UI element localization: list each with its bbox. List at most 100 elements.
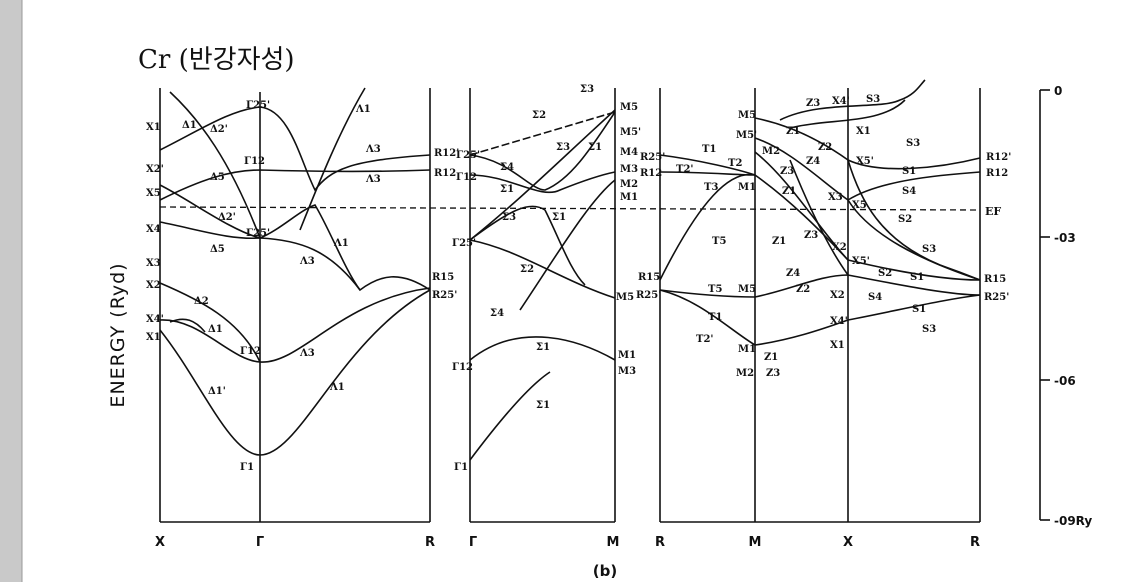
band-label: M2 [736, 368, 754, 379]
band-label: Σ4 [490, 308, 504, 319]
k-point-label: R [655, 535, 665, 550]
band-label: R12' [434, 148, 459, 159]
band-label: T1 [702, 144, 716, 155]
band-label: Σ1 [536, 342, 550, 353]
title: Cr (반강자성) [138, 45, 295, 75]
band-label: Z2 [796, 284, 810, 295]
band-label: M1 [738, 182, 756, 193]
band-label: T2' [696, 334, 713, 345]
band-label: S3 [866, 94, 880, 105]
band-label: X1 [856, 126, 871, 137]
band-label: Σ1 [536, 400, 550, 411]
band-label: Γ1 [454, 462, 468, 473]
band-label: Z1 [764, 352, 778, 363]
band-label: M5 [738, 284, 756, 295]
k-point-label: M [749, 535, 762, 550]
band-label: R12 [434, 168, 456, 179]
k-point-label: R [425, 535, 435, 550]
band-label: T2 [728, 158, 742, 169]
band-label: Γ25' [452, 238, 476, 249]
k-point-label: Γ [256, 535, 264, 550]
band-label: S2 [878, 268, 892, 279]
band-label: M2 [620, 179, 638, 190]
band-label: Z1 [772, 236, 786, 247]
band-label: Λ3 [299, 348, 315, 359]
band-label: X1 [146, 332, 161, 343]
bands-panel-1 [159, 87, 431, 456]
band-label: R15 [984, 274, 1006, 285]
band-label: X5 [852, 200, 867, 211]
band-label: X2 [830, 290, 845, 301]
k-point-label: X [155, 535, 165, 550]
band-label: R25' [636, 290, 661, 301]
energy-tick-label: -09Ry [1054, 514, 1092, 528]
band-label: Σ2 [532, 110, 546, 121]
panel-frames [159, 88, 981, 523]
band-label: Γ12 [244, 156, 265, 167]
energy-tick-label: -06 [1054, 374, 1076, 388]
band-label: Σ2 [520, 264, 534, 275]
band-label: Δ2 [194, 296, 209, 307]
band-label: Λ3 [365, 174, 381, 185]
band-label: Z4 [786, 268, 800, 279]
band-label: Z4 [806, 156, 820, 167]
k-point-label: X [843, 535, 853, 550]
band-label: Δ1' [208, 386, 226, 397]
k-point-label: M [607, 535, 620, 550]
band-label: M5 [620, 102, 638, 113]
band-label: X4' [830, 316, 848, 327]
energy-tick-label: 0 [1054, 84, 1062, 98]
energy-tick-label: -03 [1054, 231, 1076, 245]
band-label: S1 [910, 272, 924, 283]
fermi-line [159, 206, 981, 211]
band-label: S3 [922, 324, 936, 335]
band-label: M1 [738, 344, 756, 355]
energy-axis [1039, 89, 1050, 521]
band-label: Z3 [766, 368, 780, 379]
band-label: Γ12 [456, 172, 477, 183]
band-label: Δ1 [182, 120, 197, 131]
band-label: Λ3 [365, 144, 381, 155]
band-label: Σ3 [502, 212, 516, 223]
band-label: S2 [898, 214, 912, 225]
band-label: X5' [852, 256, 870, 267]
band-label: M3 [620, 164, 638, 175]
band-label: Δ2' [210, 124, 228, 135]
band-label: Z3 [804, 230, 818, 241]
band-label: Σ3 [580, 84, 594, 95]
fermi-label: EF [985, 205, 1001, 218]
band-label: M5 [738, 110, 756, 121]
bands-panel-3 [659, 79, 981, 346]
band-label: Δ5 [210, 172, 225, 183]
band-label: X1 [830, 340, 845, 351]
band-label: S4 [868, 292, 882, 303]
band-label: M1 [620, 192, 638, 203]
band-label: Γ25' [246, 228, 270, 239]
band-label: R12 [986, 168, 1008, 179]
band-label: Σ1 [588, 142, 602, 153]
band-label: S4 [902, 186, 916, 197]
side-bar [0, 0, 22, 582]
band-label: Σ3 [556, 142, 570, 153]
band-label: Λ1 [355, 104, 371, 115]
band-label: X3 [828, 192, 843, 203]
bands-panel-2 [469, 109, 616, 461]
band-label: Λ1 [333, 238, 349, 249]
band-label: M5' [620, 127, 641, 138]
band-label: R12 [640, 168, 662, 179]
band-label: M5 [616, 292, 634, 303]
band-label: Z2 [818, 142, 832, 153]
band-label: Σ1 [552, 212, 566, 223]
band-label: S3 [906, 138, 920, 149]
band-label: R15 [638, 272, 660, 283]
band-label: T5 [712, 236, 726, 247]
band-label: X5' [856, 156, 874, 167]
band-label: T1 [708, 312, 722, 323]
band-label: X2 [832, 242, 847, 253]
band-label: Z1 [782, 186, 796, 197]
band-label: Σ1 [500, 184, 514, 195]
band-label: R25' [984, 292, 1009, 303]
band-label: Γ12 [452, 362, 473, 373]
band-label: R25' [432, 290, 457, 301]
